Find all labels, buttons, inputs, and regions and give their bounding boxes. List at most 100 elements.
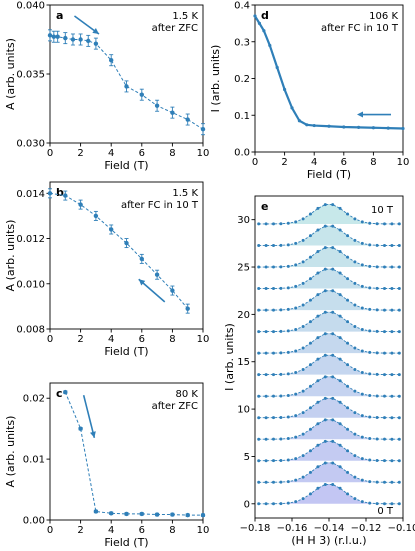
peak-point [257,265,261,269]
peak-fill [258,397,400,418]
peak-point [323,224,327,228]
annotation-line: 80 K [176,389,199,400]
peak-point [375,459,379,463]
data-point [109,227,114,232]
annotation-line: after FC in 10 T [321,23,399,34]
x-tick-label: −0.12 [351,523,382,534]
peak-point [383,394,386,398]
peak-point [346,320,349,324]
peak-point [309,492,312,496]
data-point [154,272,160,277]
peak-point [353,324,357,328]
peak-point [375,308,379,312]
peak-fill [258,204,400,224]
peak-point [272,394,275,398]
peak-point [272,459,275,463]
peak-point [338,465,342,469]
peak-point [323,246,327,250]
peak-point [257,222,261,226]
peak-point [309,427,312,431]
peak-point [353,432,357,436]
peak-point [338,486,342,490]
data-point [55,34,60,39]
peak-point [316,486,320,490]
peak-point [338,336,342,340]
x-tick-label: 0 [47,334,53,345]
peak-point [294,392,298,396]
peak-point [279,243,283,247]
peak-point [368,286,372,290]
peak-point [375,265,379,269]
peak-point [353,346,357,350]
peak-point [390,244,394,248]
peak-point [294,220,298,224]
data-point [86,38,91,44]
peak-point [375,286,379,290]
y-axis-label: A (arb. units) [4,220,17,292]
y-tick-label: 10 [237,405,250,416]
peak-point [279,459,283,463]
peak-point [301,411,305,415]
peak-point [286,501,290,505]
x-tick-label: 8 [169,334,175,345]
direction-arrow [82,394,96,438]
arrow-head [138,279,146,286]
peak-point [309,363,312,367]
peak-point [294,478,298,482]
peak-fill [258,311,400,332]
x-tick-label: 6 [139,525,145,536]
peak-point [397,287,401,291]
peak-point [309,277,312,281]
peak-point [346,277,349,281]
x-tick-label: −0.10 [388,523,415,534]
data-point [305,123,309,127]
data-point [93,509,99,514]
peak-point [323,461,327,465]
peak-point [397,394,401,398]
y-tick-label: 0.010 [16,279,45,290]
peak-point [397,351,401,355]
annotation-bottom: 0 T [377,506,394,517]
peak-point [264,373,268,377]
peak-point [279,416,283,420]
y-axis-label: I (arb. units) [209,45,222,113]
peak-point [309,298,312,302]
x-tick-label: −0.16 [277,523,308,534]
peak-point [279,394,283,398]
x-axis-label: Field (T) [307,168,351,181]
y-tick-label: 0.2 [234,74,250,85]
peak-point [279,437,283,441]
peak-point [383,373,386,377]
peak-point [397,222,401,226]
peak-point [346,470,349,474]
peak-point [323,203,327,207]
peak-point [272,330,275,334]
data-point [154,103,160,108]
peak-point [375,372,379,376]
peak-point [257,373,261,377]
peak-point [272,243,275,247]
x-tick-label: −0.14 [314,523,345,534]
peak-point [316,206,320,210]
peak-point [360,435,364,439]
peak-point [331,396,335,400]
peak-point [279,329,283,333]
peak-point [346,384,349,388]
peak-point [383,308,386,312]
peak-point [309,341,312,345]
peak-point [272,265,275,269]
data-point [342,125,346,129]
peak-point [331,289,335,293]
peak-point [309,449,312,453]
peak-point [353,281,357,285]
peak-fill [258,333,400,354]
data-point [139,511,144,517]
panel-c: 0 2 4 6 8 10 0.00 0.01 0.02 Field (T) A (arb. unit… [4,382,209,549]
peak-point [301,497,305,501]
y-tick-label: 30 [237,215,250,226]
peak-point [368,307,372,311]
peak-point [316,271,320,275]
peak-point [286,437,290,441]
data-point [185,117,190,122]
peak-point [360,478,364,482]
